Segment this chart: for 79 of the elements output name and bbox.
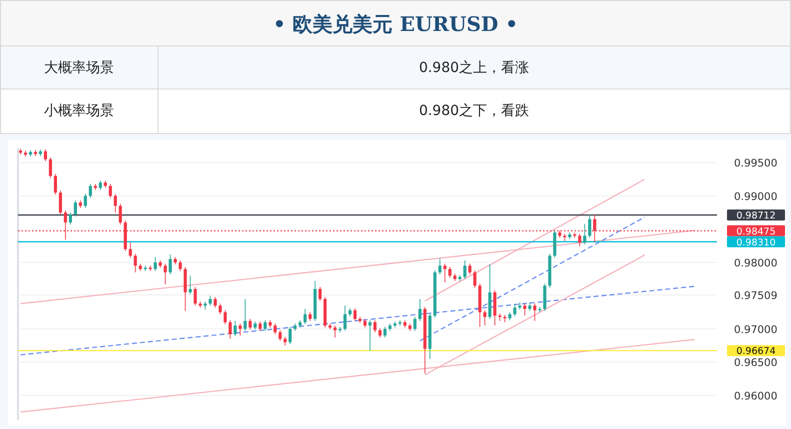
- candlestick: [234, 320, 237, 337]
- y-tick-label: 0.99000: [734, 190, 778, 203]
- candlestick: [493, 290, 496, 326]
- candlestick: [368, 320, 372, 352]
- ref-line-label: 0.98475: [736, 226, 776, 238]
- ref-line-label: 0.98310: [736, 237, 776, 248]
- candlestick: [258, 321, 262, 332]
- candlestick: [118, 203, 122, 225]
- candlestick: [578, 233, 582, 247]
- candlestick: [214, 296, 217, 308]
- candlestick: [288, 326, 292, 345]
- candlestick: [134, 253, 137, 273]
- text: 大概率场景: [44, 60, 114, 76]
- candlestick: [513, 303, 516, 317]
- candlestick: [264, 320, 267, 332]
- candlestick: [88, 184, 92, 198]
- candlestick: [448, 266, 452, 278]
- candlestick: [438, 258, 442, 275]
- candlestick: [238, 323, 242, 336]
- candlestick: [418, 298, 422, 322]
- candlestick: [398, 320, 402, 326]
- candlestick: [468, 263, 472, 275]
- candlestick: [244, 298, 247, 332]
- candlestick: [378, 328, 382, 338]
- candlestick: [68, 212, 72, 225]
- ref-line-label: 0.98712: [736, 210, 776, 222]
- candlestick: [274, 323, 277, 335]
- candlestick: [443, 263, 446, 283]
- candlestick: [473, 270, 476, 288]
- candlestick: [84, 193, 87, 208]
- candlestick: [343, 305, 347, 332]
- y-tick-label: 0.98000: [734, 257, 778, 270]
- ref-line-label: 0.96674: [736, 346, 776, 358]
- y-tick-label: 0.97000: [734, 324, 778, 336]
- candlestick: [228, 320, 232, 340]
- candlestick: [114, 193, 117, 213]
- candlestick: [334, 325, 337, 338]
- candlestick: [353, 308, 357, 322]
- candlestick: [48, 156, 52, 178]
- candlestick: [583, 223, 586, 245]
- candlestick: [164, 263, 167, 285]
- candlestick: [278, 330, 282, 342]
- candlestick: [154, 256, 157, 272]
- candlestick: [543, 283, 546, 312]
- candlestick: [224, 310, 227, 325]
- candlestick: [194, 286, 197, 306]
- candlestick: [523, 303, 526, 316]
- candlestick: [383, 326, 387, 338]
- candlestick: [248, 318, 252, 330]
- candlestick: [108, 184, 112, 198]
- candlestick: [588, 214, 592, 238]
- candlestick: [184, 266, 187, 312]
- y-tick-label: 0.97509: [734, 290, 778, 302]
- candlestick: [188, 275, 192, 295]
- candlestick: [54, 174, 57, 195]
- candlestick: [483, 310, 486, 326]
- y-tick-label: 0.96000: [734, 390, 778, 402]
- candlestick: [218, 303, 222, 315]
- candlestick: [304, 308, 307, 325]
- candlestick: [168, 254, 172, 275]
- text: 小概率场景: [44, 103, 114, 119]
- chart-title: • 欧美兑美元 EURUSD •: [273, 12, 518, 36]
- candlestick: [98, 180, 102, 190]
- candlestick: [553, 230, 556, 258]
- candlestick: [413, 316, 416, 332]
- candlestick: [533, 303, 536, 322]
- candlestick: [74, 200, 77, 217]
- candlestick: [44, 148, 48, 162]
- candlestick: [178, 260, 182, 272]
- text: 0.980之下，看跌: [418, 103, 530, 119]
- candlestick: [58, 190, 62, 215]
- candlestick: [128, 242, 132, 258]
- candlestick: [318, 286, 322, 302]
- y-tick-label: 0.99500: [734, 158, 778, 170]
- y-tick-label: 0.96500: [734, 357, 778, 370]
- candlestick: [373, 320, 377, 333]
- candlestick: [463, 260, 466, 280]
- candlestick: [208, 295, 212, 306]
- text: 0.980之上，看涨: [418, 60, 530, 76]
